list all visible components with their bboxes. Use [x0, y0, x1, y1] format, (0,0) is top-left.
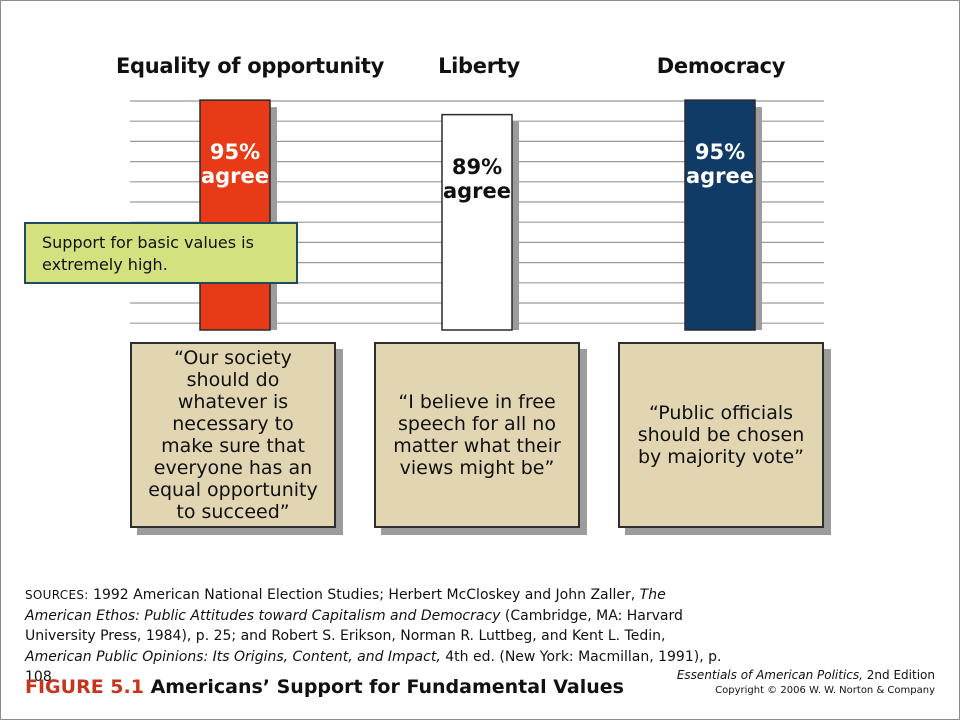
quote-equality: “Our society should do whatever is neces…	[148, 347, 318, 523]
bar-suffix-0: agree	[200, 164, 270, 189]
category-title-equality: Equality of opportunity	[116, 54, 385, 78]
sources-text-3: 4th ed. (New York: Macmillan, 1991), p. …	[25, 648, 722, 686]
bar-value-label-2: 95% agree	[685, 140, 755, 188]
bar-suffix-2: agree	[685, 164, 755, 189]
bar-value-1: 89%	[451, 154, 503, 179]
bar-1	[441, 113, 513, 331]
category-title-democracy: Democracy	[656, 54, 786, 78]
book-credit: Essentials of American Politics, 2nd Edi…	[677, 667, 935, 699]
figure-caption: Americans’ Support for Fundamental Value…	[150, 676, 624, 698]
sources-note: SOURCES: 1992 American National Election…	[25, 585, 725, 688]
book-title: Essentials of American Politics,	[676, 668, 863, 682]
figure-title: FIGURE 5.1 Americans’ Support for Fundam…	[25, 676, 624, 698]
book-edition: 2nd Edition	[866, 668, 935, 682]
quote-democracy: “Public officials should be chosen by ma…	[637, 402, 805, 468]
sources-title-2: American Public Opinions: Its Origins, C…	[25, 648, 441, 665]
sources-title-1: The American Ethos: Public Attitudes tow…	[25, 587, 666, 624]
bar-suffix-1: agree	[442, 178, 512, 203]
quote-liberty: “I believe in free speech for all no mat…	[393, 391, 561, 479]
quote-box-equality: “Our society should do whatever is neces…	[130, 342, 336, 528]
quote-box-liberty: “I believe in free speech for all no mat…	[374, 342, 580, 528]
copyright-line: Copyright © 2006 W. W. Norton & Company	[715, 685, 935, 696]
bar-2	[684, 99, 756, 331]
bar-value-0: 95%	[209, 140, 261, 165]
quote-box-democracy: “Public officials should be chosen by ma…	[618, 342, 824, 528]
figure-number: FIGURE 5.1	[25, 676, 144, 698]
bar-0	[199, 99, 271, 331]
bar-value-label-1: 89% agree	[442, 155, 512, 203]
sources-label: SOURCES:	[25, 588, 89, 602]
bar-value-2: 95%	[694, 140, 746, 165]
bar-chart	[130, 99, 824, 331]
bar-value-label-0: 95% agree	[200, 140, 270, 188]
sources-text-2: (Cambridge, MA: Harvard University Press…	[25, 607, 683, 645]
category-title-liberty: Liberty	[438, 54, 520, 78]
sources-text-1: 1992 American National Election Studies;…	[93, 587, 640, 603]
callout-annotation: Support for basic values is extremely hi…	[24, 222, 298, 284]
